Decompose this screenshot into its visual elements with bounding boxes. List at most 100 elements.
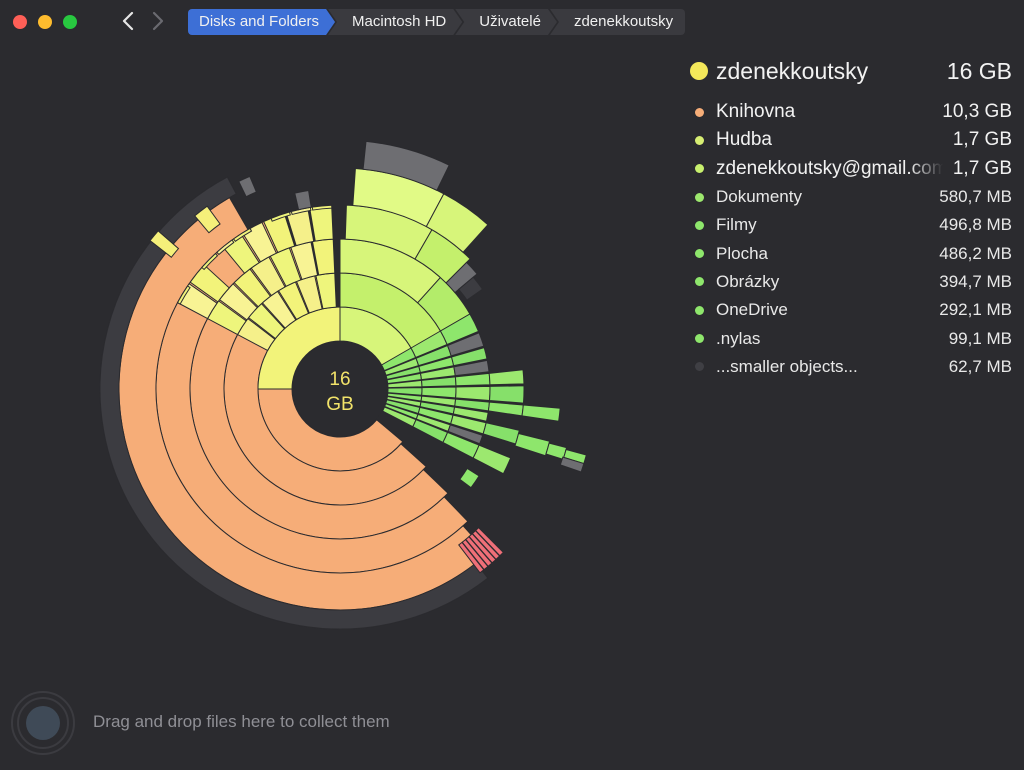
sunburst-small[interactable]: [450, 347, 488, 367]
forward-button[interactable]: [148, 10, 168, 32]
legend-dot: [695, 249, 704, 259]
close-window-button[interactable]: [13, 15, 27, 29]
legend-item-name: Hudba: [716, 129, 772, 151]
chevron-right-icon: [152, 11, 164, 31]
sunburst-segments: [99, 140, 587, 630]
sunburst-grey[interactable]: [294, 189, 312, 211]
breadcrumb: Disks and Folders Macintosh HD Uživatelé…: [188, 9, 686, 35]
legend-item[interactable]: Dokumenty 580,7 MB: [688, 183, 1012, 211]
sunburst-music[interactable]: [201, 252, 219, 271]
legend-item[interactable]: Filmy 496,8 MB: [688, 211, 1012, 239]
title-bar: Disks and Folders Macintosh HD Uživatelé…: [0, 0, 1024, 44]
sunburst-music[interactable]: [216, 239, 235, 256]
dropzone-hint: Drag and drop files here to collect them: [93, 712, 390, 731]
sunburst-small[interactable]: [447, 424, 484, 445]
sunburst-music[interactable]: [194, 205, 221, 234]
legend-item-name: zdenekkoutsky@gmail.com: [716, 157, 943, 179]
legend-item-size: 1,7 GB: [952, 129, 1012, 151]
legend-dot: [695, 305, 704, 315]
legend-root[interactable]: zdenekkoutsky 16 GB: [688, 56, 1012, 86]
sunburst-music[interactable]: [176, 285, 191, 305]
legend-item-size: 1,7 GB: [952, 157, 1012, 179]
collect-target-icon[interactable]: [10, 690, 76, 756]
sunburst-music[interactable]: [263, 212, 296, 254]
legend-item-name: .nylas: [716, 328, 761, 348]
legend-item-size: 10,3 GB: [942, 101, 1012, 123]
legend-item-name: ...smaller objects...: [716, 356, 858, 376]
legend-dot: [695, 334, 704, 344]
legend-item-name: OneDrive: [716, 300, 788, 320]
legend-root-dot: [690, 62, 708, 80]
legend-item-name: Plocha: [716, 243, 768, 263]
sunburst-music[interactable]: [149, 230, 180, 258]
sunburst-mail[interactable]: [425, 193, 489, 253]
legend-dot: [695, 220, 704, 230]
back-button[interactable]: [118, 10, 138, 32]
legend-dot: [695, 164, 704, 174]
sunburst-small[interactable]: [521, 404, 561, 422]
sunburst-small[interactable]: [482, 422, 520, 445]
chevron-left-icon: [122, 11, 134, 31]
breadcrumb-uzivatele[interactable]: Uživatelé: [455, 9, 557, 35]
sunburst-music[interactable]: [189, 264, 230, 303]
sunburst-music[interactable]: [311, 204, 333, 211]
legend-item-size: 394,7 MB: [939, 271, 1012, 291]
sunburst-library-outer[interactable]: [99, 176, 489, 630]
sunburst-grey[interactable]: [559, 456, 585, 473]
zoom-window-button[interactable]: [63, 15, 77, 29]
legend-item-name: Obrázky: [716, 271, 780, 291]
sunburst-small[interactable]: [487, 401, 524, 417]
sunburst-small[interactable]: [514, 432, 551, 457]
legend-root-size: 16 GB: [946, 57, 1012, 84]
sunburst-music[interactable]: [232, 227, 253, 243]
breadcrumb-zdenekkoutsky[interactable]: zdenekkoutsky: [549, 9, 686, 35]
legend-item-size: 62,7 MB: [948, 356, 1012, 376]
center-size-value: 16: [329, 369, 350, 390]
legend-dot: [695, 362, 704, 372]
sunburst-music[interactable]: [233, 268, 272, 308]
sunburst-small[interactable]: [452, 406, 489, 422]
legend-item[interactable]: Plocha 486,2 MB: [688, 239, 1012, 267]
size-legend: zdenekkoutsky 16 GB Knihovna 10,3 GB Hud…: [688, 56, 1012, 381]
legend-item-size: 99,1 MB: [948, 328, 1012, 348]
legend-dot: [695, 107, 704, 117]
sunburst-small[interactable]: [488, 369, 525, 386]
sunburst-small[interactable]: [446, 332, 485, 357]
legend-item-name: Dokumenty: [716, 187, 802, 207]
center-size-unit: GB: [326, 394, 353, 415]
legend-item-size: 292,1 MB: [939, 300, 1012, 320]
sunburst-small[interactable]: [439, 313, 480, 346]
legend-item[interactable]: ...smaller objects... 62,7 MB: [688, 353, 1012, 381]
sunburst-grey[interactable]: [445, 261, 478, 294]
legend-item[interactable]: OneDrive 292,1 MB: [688, 296, 1012, 324]
legend-item[interactable]: Obrázky 394,7 MB: [688, 268, 1012, 296]
sunburst-grey[interactable]: [458, 276, 484, 301]
sunburst-small[interactable]: [489, 385, 525, 404]
sunburst-music[interactable]: [270, 211, 291, 222]
sunburst-chart[interactable]: 16 GB: [0, 44, 680, 684]
sunburst-small[interactable]: [453, 359, 490, 377]
sunburst-small[interactable]: [455, 385, 491, 402]
breadcrumb-disks-and-folders[interactable]: Disks and Folders: [188, 9, 335, 35]
sunburst-red-segment[interactable]: [458, 541, 485, 574]
sunburst-small[interactable]: [472, 444, 512, 475]
legend-dot: [695, 277, 704, 287]
legend-item-size: 580,7 MB: [939, 187, 1012, 207]
legend-item-name: Filmy: [716, 215, 757, 235]
sunburst-small[interactable]: [459, 467, 480, 489]
legend-item[interactable]: Hudba 1,7 GB: [688, 126, 1012, 154]
legend-item[interactable]: zdenekkoutsky@gmail.com 1,7 GB: [688, 155, 1012, 183]
breadcrumb-macintosh-hd[interactable]: Macintosh HD: [328, 9, 462, 35]
legend-item-size: 486,2 MB: [939, 243, 1012, 263]
sunburst-grey[interactable]: [362, 140, 450, 192]
legend-root-name: zdenekkoutsky: [716, 57, 869, 84]
center-hole[interactable]: [293, 342, 387, 436]
legend-item-name: Knihovna: [716, 101, 796, 123]
legend-dot: [695, 192, 704, 202]
sunburst-grey[interactable]: [238, 175, 258, 198]
legend-item-size: 496,8 MB: [939, 215, 1012, 235]
legend-dot: [695, 135, 704, 145]
legend-item[interactable]: .nylas 99,1 MB: [688, 324, 1012, 352]
minimize-window-button[interactable]: [38, 15, 52, 29]
legend-item[interactable]: Knihovna 10,3 GB: [688, 98, 1012, 126]
